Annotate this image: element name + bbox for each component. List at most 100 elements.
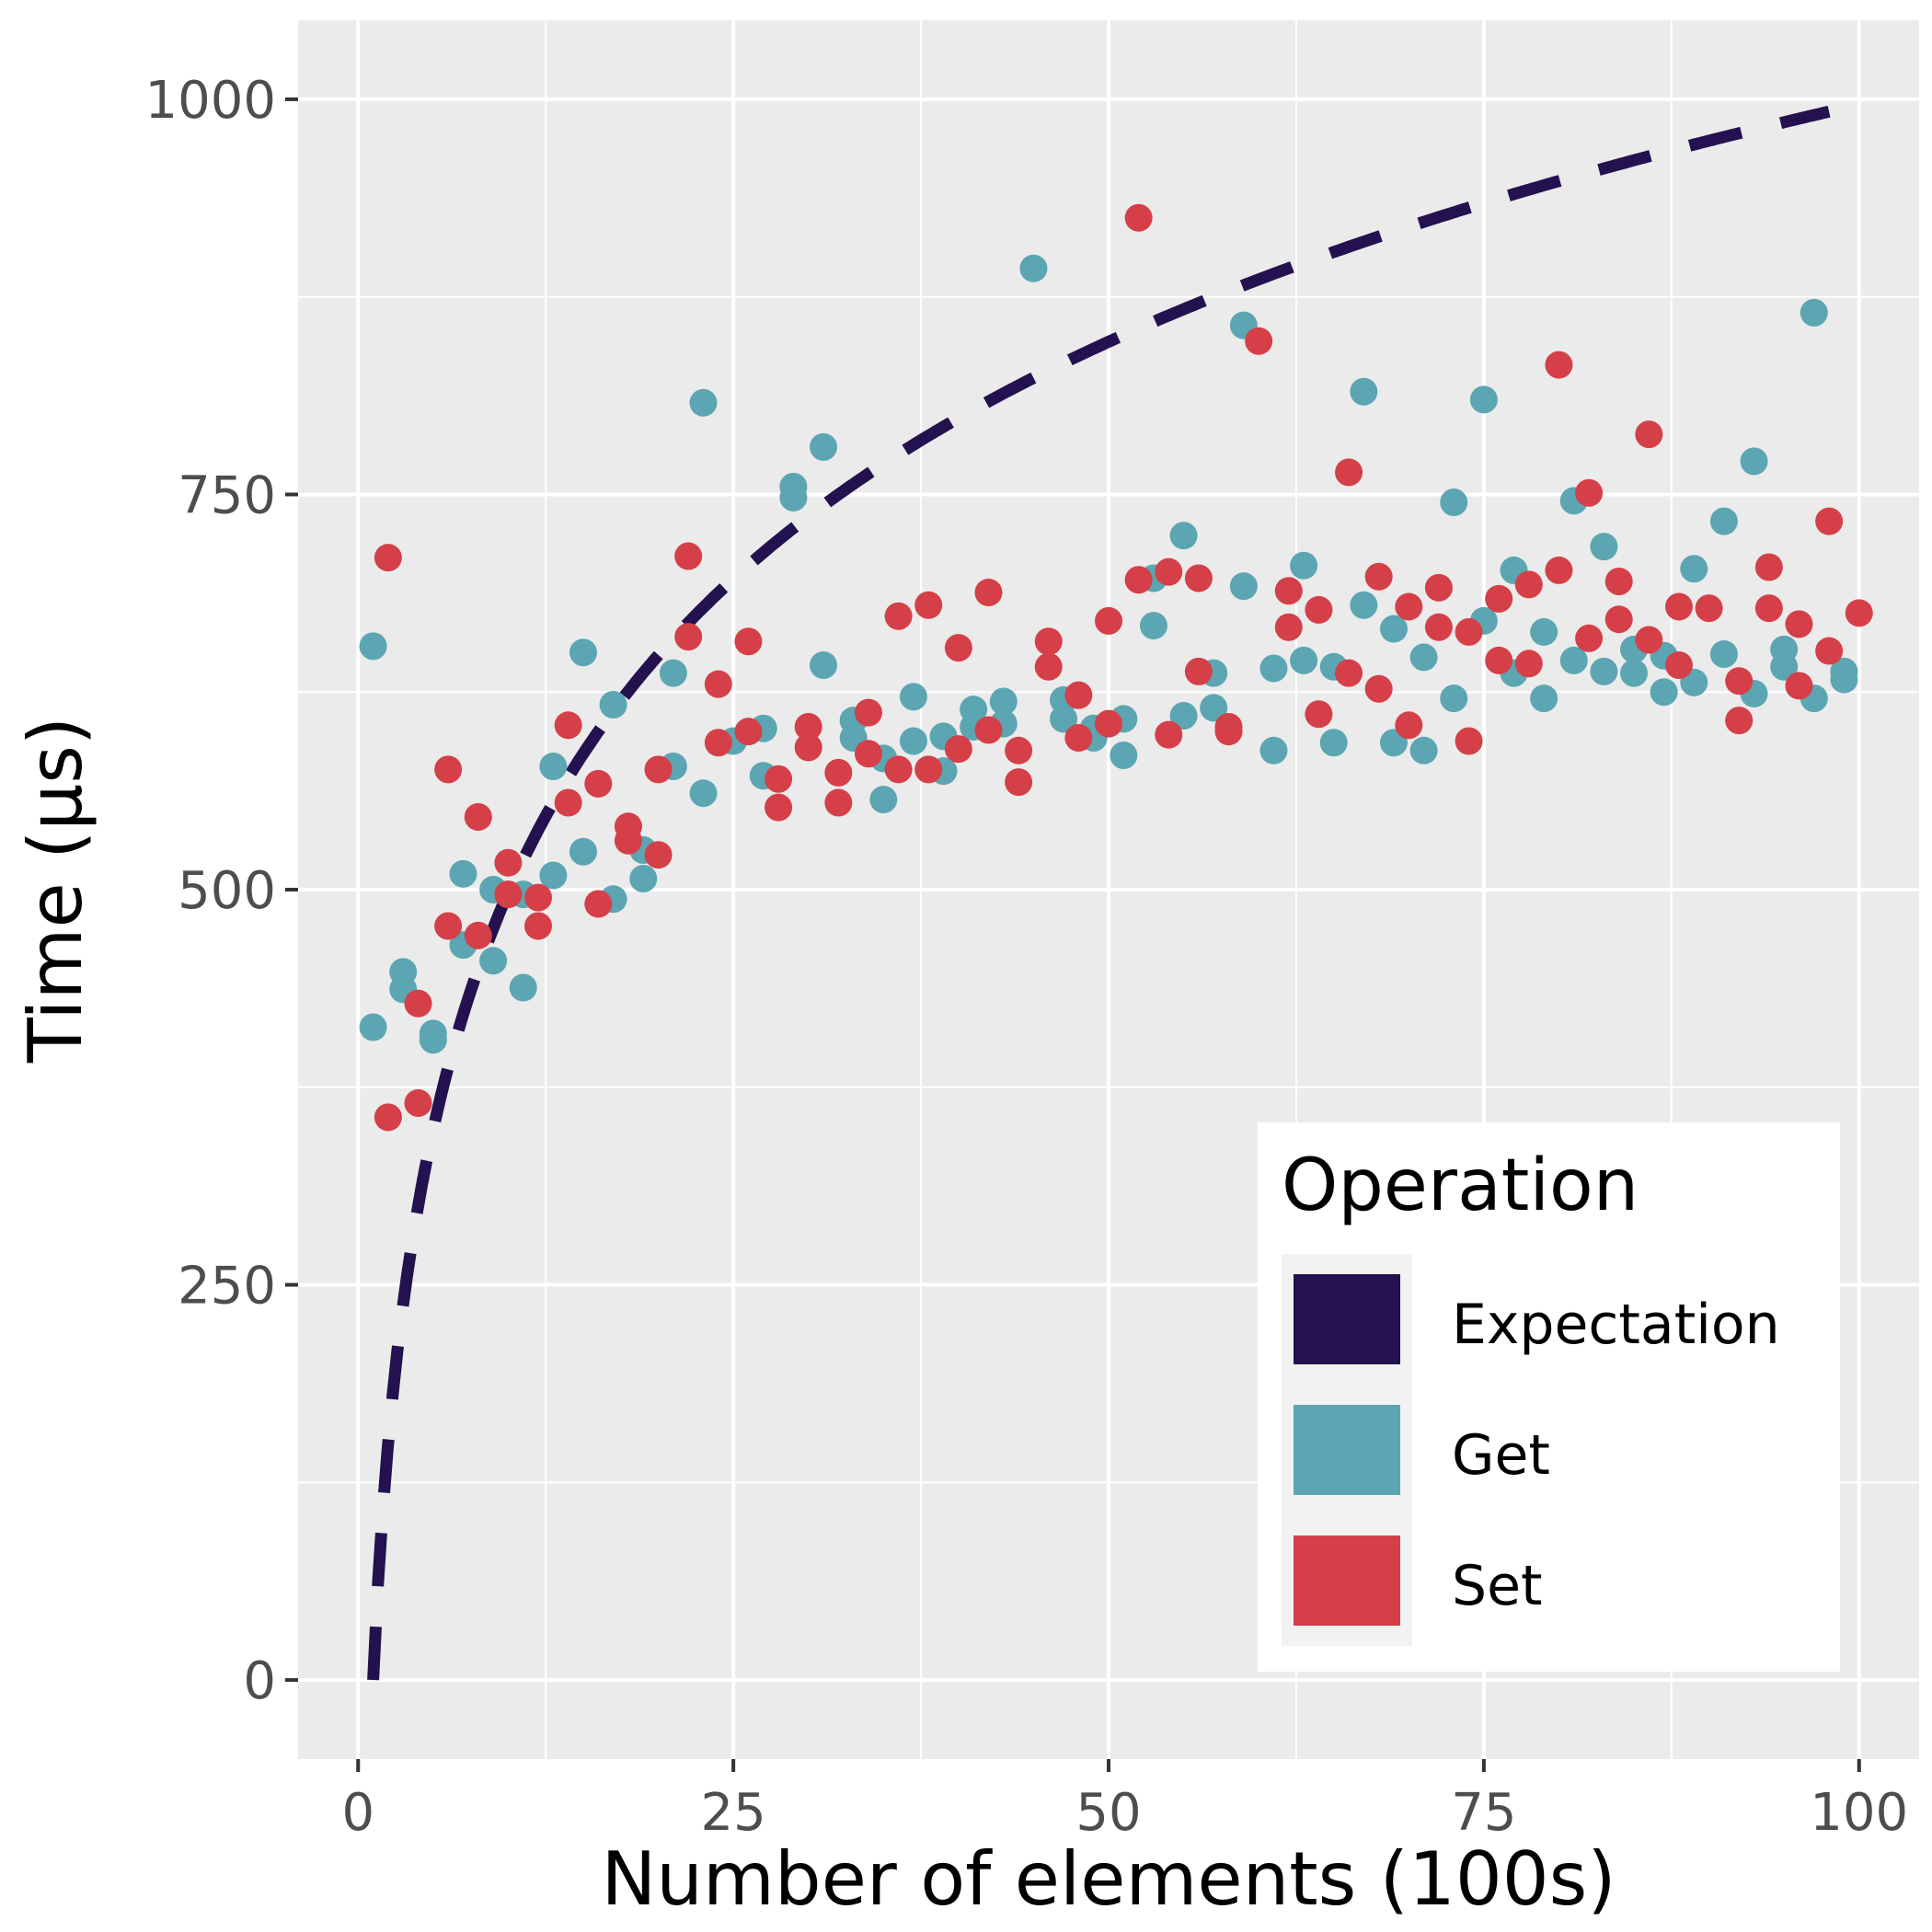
get-point [1050, 705, 1078, 733]
set-point [1754, 594, 1783, 623]
set-point [524, 883, 553, 912]
set-point [794, 733, 822, 762]
set-point [1305, 700, 1333, 729]
get-point [1139, 612, 1167, 640]
get-point [1409, 736, 1438, 765]
set-point [464, 921, 492, 949]
get-point [689, 388, 718, 417]
set-point [434, 912, 463, 940]
set-point [1155, 558, 1183, 586]
get-point [1019, 254, 1048, 282]
set-point [584, 890, 613, 918]
set-point [1664, 651, 1693, 680]
get-point [359, 1013, 387, 1041]
set-point [1604, 567, 1633, 595]
set-point [914, 591, 943, 619]
set-point [554, 711, 582, 740]
set-point [464, 802, 492, 831]
set-point [824, 758, 853, 787]
set-point [1455, 727, 1483, 755]
y-tick-label: 1000 [144, 71, 276, 131]
set-point [494, 880, 523, 909]
set-point [1274, 613, 1303, 641]
set-point [1725, 707, 1754, 735]
set-point [824, 788, 853, 817]
get-point [1559, 646, 1588, 674]
get-point [539, 752, 568, 780]
set-point [1364, 674, 1393, 703]
get-point [479, 947, 508, 975]
x-axis-title: Number of elements (100s) [601, 1836, 1616, 1922]
set-point [1545, 556, 1573, 584]
get-point [869, 786, 898, 814]
y-axis-title: Time (µs) [13, 717, 98, 1064]
set-point [944, 735, 972, 764]
set-point [944, 634, 972, 662]
get-point [1319, 729, 1348, 757]
set-point [1184, 564, 1213, 592]
set-point [554, 788, 582, 817]
get-point [899, 683, 927, 711]
y-tick-label: 500 [178, 861, 276, 921]
get-point [359, 632, 387, 661]
x-tick-label: 50 [1075, 1783, 1141, 1843]
set-point [1485, 584, 1513, 613]
x-tick-label: 75 [1451, 1783, 1516, 1843]
get-point [689, 779, 718, 808]
x-tick-label: 0 [341, 1783, 374, 1843]
set-point [974, 578, 1003, 606]
set-point [1695, 594, 1723, 623]
get-point [1290, 551, 1318, 580]
set-point [1815, 507, 1844, 535]
set-point [1245, 327, 1273, 355]
set-point [674, 623, 703, 651]
set-point [494, 848, 523, 877]
get-point [569, 638, 597, 667]
get-point [1680, 555, 1708, 583]
set-point [1815, 637, 1844, 665]
get-point [1650, 678, 1678, 707]
set-point [1395, 592, 1423, 621]
set-point [374, 544, 402, 572]
get-point [1530, 617, 1558, 646]
x-tick-label: 100 [1810, 1783, 1908, 1843]
set-point [1124, 566, 1153, 594]
get-point [1740, 447, 1768, 476]
set-point [404, 1088, 432, 1117]
set-point [854, 698, 882, 727]
set-point [704, 729, 732, 757]
legend-label-expectation: Expectation [1452, 1293, 1780, 1357]
legend-key-get [1294, 1405, 1400, 1495]
expectation-line-layer [367, 105, 1831, 1681]
get-point [989, 687, 1018, 716]
set-point [1725, 667, 1754, 696]
set-point [974, 716, 1003, 744]
get-point [899, 727, 927, 755]
set-point [1664, 592, 1693, 621]
set-point [1604, 605, 1633, 634]
set-point [524, 912, 553, 940]
set-point [1064, 681, 1093, 709]
get-point [1440, 684, 1468, 713]
set-point [644, 755, 673, 784]
get-point [569, 837, 597, 866]
set-point [584, 769, 613, 798]
set-point [914, 755, 943, 784]
set-point [1034, 652, 1063, 681]
set-point [1005, 768, 1033, 797]
set-point [1034, 627, 1063, 656]
get-point [810, 651, 838, 680]
get-point [1530, 684, 1558, 713]
legend-label-get: Get [1452, 1423, 1550, 1488]
get-point [1590, 533, 1618, 561]
set-point [1485, 646, 1513, 674]
set-point [854, 740, 882, 768]
set-point [1785, 672, 1813, 700]
legend-key-set [1294, 1535, 1400, 1626]
set-point [765, 793, 793, 822]
set-point [884, 755, 913, 784]
set-point [884, 602, 913, 630]
set-point [1305, 595, 1333, 624]
